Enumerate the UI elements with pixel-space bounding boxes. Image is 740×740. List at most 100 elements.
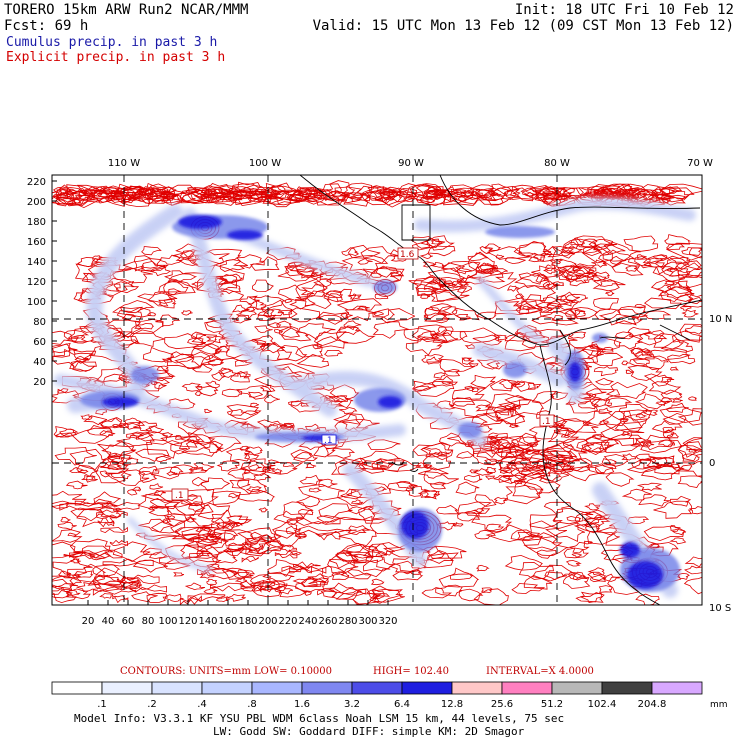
contour-line [489,378,521,392]
contour-line [681,296,702,308]
contour-line [634,304,646,309]
y-tick-label: 200 [27,197,46,208]
contour-line [366,589,391,600]
contour-line [329,384,360,401]
contour-line [451,399,493,418]
contour-line [647,194,662,203]
contour-line [440,262,465,273]
colorbar-label: 204.8 [638,699,667,710]
contour-line [598,308,648,326]
caption-units: CONTOURS: UNITS=mm LOW= 0.10000 [120,666,333,677]
contour-line [305,463,317,469]
contour-line [375,542,406,556]
contour-line [243,452,260,460]
contour-line [265,582,288,592]
contour-line [505,187,538,200]
contour-line [634,393,671,410]
contour-line [498,398,545,417]
contour-line [614,331,634,340]
contour-line [160,435,205,448]
contour-line [549,391,569,400]
contour-line [278,309,293,316]
contour-line [518,449,555,464]
contour-line [52,500,69,509]
lat-lon-grid [52,175,702,605]
contour-line [362,555,395,572]
contour-line [224,529,254,547]
contour-line [380,308,416,324]
colorbar-box [551,681,603,695]
x-tick-label: 100 [158,616,177,627]
contour-line [643,310,672,320]
contour-line [340,488,363,500]
contour-line [451,387,487,400]
contour-line [159,254,183,265]
contour-line [58,570,72,577]
contour-line [318,314,343,322]
contour-line [605,472,635,487]
contour-line [643,348,691,362]
contour-line [531,308,579,326]
contour-line [412,380,455,397]
contour-line [113,280,140,294]
contour-line [94,574,123,587]
contour-line [288,400,302,407]
contour-line [110,470,132,480]
contour-line [643,525,687,542]
contour-line [666,433,679,439]
contour-line [686,437,702,453]
contour-line [485,523,505,532]
contour-line [551,246,575,258]
contour-line [688,247,702,259]
contour-line [158,298,177,309]
contour-line [261,466,272,471]
contour-line [409,185,440,200]
contour-line [676,462,693,471]
contour-line [610,255,626,265]
contour-line [522,532,563,551]
contour-line [476,443,512,462]
colorbar-box [601,681,653,695]
contour-line [681,309,699,318]
contour-line [520,184,557,199]
contour-line [423,471,459,485]
contour-line [589,345,600,349]
contour-line [652,266,689,283]
contour-line [476,187,521,205]
contour-line [568,194,579,200]
contour-line [316,336,349,349]
contour-line [250,531,276,541]
contour-line [375,266,399,278]
contour-line [102,558,154,567]
contour-line [601,458,617,465]
contour-line [494,297,536,316]
contour-label: .1 [175,491,184,501]
contour-line [180,432,216,445]
contour-line [156,365,169,372]
colorbar-label: 25.6 [491,699,513,710]
contour-line [626,459,667,474]
contour-line [428,189,444,196]
colorbar-box [401,681,453,695]
x-tick-label: 60 [122,616,135,627]
contour-line [476,311,497,320]
contour-line [566,515,582,522]
contour-line [317,587,367,596]
lon-label: 110 W [108,158,140,169]
contour-line [250,402,260,408]
lat-label: 0 [709,458,715,469]
contour-line [52,184,83,205]
contour-line [424,464,433,469]
contour-line [92,586,137,596]
colorbar-box [451,681,503,695]
contour-line [226,408,247,416]
x-tick-label: 160 [218,616,237,627]
contour-line [662,429,675,438]
contour-line [249,538,284,555]
contour-line [300,402,310,407]
contour-line [515,293,525,300]
contour-line [261,462,304,475]
contour-line [229,371,250,383]
contour-line [71,427,113,444]
contour-line [672,397,683,403]
